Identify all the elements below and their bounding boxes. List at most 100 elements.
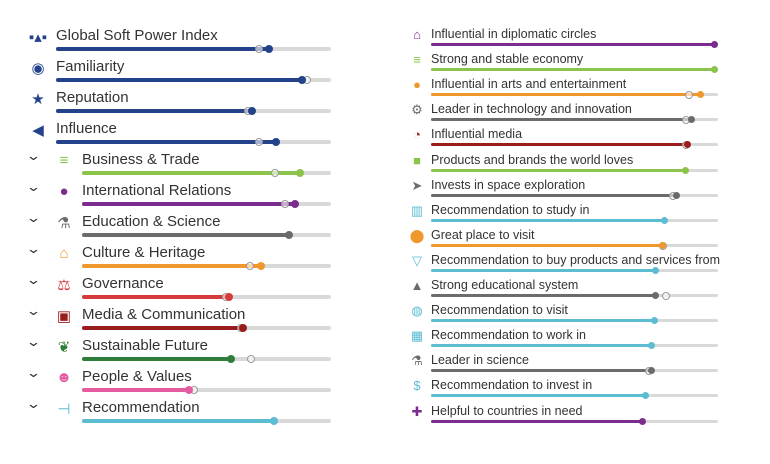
coins-icon: ≡ (413, 52, 421, 68)
attribute-label: Great place to visit (431, 227, 535, 242)
score-bar (82, 200, 331, 208)
score-marker[interactable] (652, 266, 660, 274)
graduation-cap-icon: ▲ (410, 278, 424, 293)
attribute-label: Strong educational system (431, 278, 579, 292)
score-fill (431, 118, 693, 122)
score-bar (82, 231, 331, 239)
score-marker[interactable] (227, 355, 236, 363)
score-bar (431, 41, 719, 48)
pillar-row[interactable]: ⌄ ▣ Media & Communication (0, 303, 340, 337)
microscope-icon: ⚗ (411, 353, 423, 369)
score-marker[interactable] (269, 417, 278, 425)
score-bar (82, 262, 331, 270)
basket-icon: ▽ (412, 252, 422, 268)
attribute-label: Helpful to countries in need (431, 403, 583, 418)
score-fill (82, 295, 229, 299)
score-fill (56, 47, 270, 51)
chevron-down-icon[interactable]: ⌄ (25, 210, 42, 225)
score-fill (431, 143, 688, 147)
attribute-label: Recommendation to invest in (431, 378, 593, 393)
score-bar (82, 355, 331, 363)
score-marker[interactable] (290, 200, 299, 208)
chevron-down-icon[interactable]: ⌄ (25, 241, 42, 256)
attribute-row: ≡ Strong and stable economy (0, 52, 740, 83)
attribute-label: Leader in science (431, 353, 529, 368)
tv-icon: ▣ (56, 308, 72, 325)
score-marker[interactable] (185, 386, 194, 394)
pillar-row[interactable]: ⌄ ⚗ Education & Science (0, 210, 340, 244)
score-bar (56, 107, 331, 115)
pillar-row[interactable]: ⌄ ☻ People & Values (0, 365, 340, 399)
attribute-label: Influential in diplomatic circles (431, 27, 597, 41)
score-fill (82, 171, 300, 175)
score-marker[interactable] (683, 141, 691, 149)
score-marker[interactable] (659, 241, 667, 249)
score-marker[interactable] (672, 191, 680, 199)
chevron-down-icon[interactable]: ⌄ (25, 303, 42, 318)
score-marker[interactable] (647, 342, 655, 350)
score-marker[interactable] (265, 45, 274, 53)
score-bar (431, 116, 718, 125)
compass-icon: ◍ (411, 303, 423, 319)
score-marker[interactable] (660, 216, 668, 224)
star-icon: ★ (31, 91, 45, 108)
score-marker[interactable] (272, 138, 280, 146)
chevron-down-icon[interactable]: ⌄ (25, 179, 42, 194)
pillar-label: People & Values (82, 368, 192, 385)
attribute-row: ➤ Invests in space exploration (0, 178, 740, 209)
score-bar (82, 417, 331, 425)
score-marker[interactable] (682, 166, 690, 174)
gears-icon: ⚙ (411, 102, 423, 118)
score-marker[interactable] (239, 324, 248, 332)
score-fill (56, 78, 303, 82)
shopping-bag-icon: ■ (413, 152, 421, 168)
previous-score-marker (254, 138, 263, 146)
score-fill (431, 319, 655, 323)
score-marker[interactable] (257, 262, 266, 270)
chevron-down-icon[interactable]: ⌄ (25, 334, 42, 349)
pillar-row[interactable]: ⌄ ⊣ Recommendation (0, 396, 340, 430)
score-fill (82, 419, 274, 423)
score-fill (82, 264, 262, 268)
satellite-icon: ◔ (413, 127, 421, 143)
eye-icon: ◉ (31, 60, 45, 77)
office-icon: ▦ (410, 328, 424, 344)
pillar-row[interactable]: ⌄ ⌂ Culture & Heritage (0, 241, 340, 275)
map-pin-icon: ⬤ (409, 227, 425, 243)
pillar-row[interactable]: ⌄ ❦ Sustainable Future (0, 334, 340, 368)
pillar-row[interactable]: ⌄ ● International Relations (0, 179, 340, 213)
attribute-row: ● Influential in arts and entertainment (0, 77, 740, 108)
attribute-row: ▦ Recommendation to work in (0, 328, 740, 359)
score-marker[interactable] (696, 91, 704, 99)
pillar-label: Global Soft Power Index (56, 27, 218, 44)
score-fill (431, 394, 647, 398)
pillar-label: Influence (56, 120, 117, 137)
scales-icon: ⚖ (57, 277, 71, 294)
pillar-label: Governance (82, 275, 164, 292)
score-bar (82, 324, 331, 332)
score-bar (56, 138, 331, 146)
score-marker[interactable] (652, 292, 660, 299)
score-marker[interactable] (224, 293, 233, 301)
score-marker[interactable] (298, 76, 307, 84)
chevron-down-icon[interactable]: ⌄ (25, 396, 42, 411)
pillar-label: Media & Communication (82, 306, 246, 323)
score-marker[interactable] (248, 107, 257, 115)
attribute-label: Influential in arts and entertainment (431, 77, 627, 92)
chevron-down-icon[interactable]: ⌄ (25, 272, 42, 287)
score-fill (431, 243, 664, 247)
chevron-down-icon[interactable]: ⌄ (25, 365, 42, 380)
pillar-row[interactable]: ⌄ ⚖ Governance (0, 272, 340, 306)
chevron-down-icon[interactable]: ⌄ (25, 148, 42, 163)
score-marker[interactable] (639, 417, 647, 425)
score-marker[interactable] (711, 41, 719, 48)
score-marker[interactable] (688, 116, 696, 124)
score-marker[interactable] (295, 169, 304, 177)
score-marker[interactable] (647, 367, 655, 375)
score-marker[interactable] (284, 231, 293, 239)
score-fill (431, 268, 657, 272)
pillar-row[interactable]: ⌄ ≡ Business & Trade (0, 148, 340, 182)
score-marker[interactable] (650, 317, 658, 325)
score-marker[interactable] (711, 66, 719, 74)
score-marker[interactable] (642, 392, 650, 400)
